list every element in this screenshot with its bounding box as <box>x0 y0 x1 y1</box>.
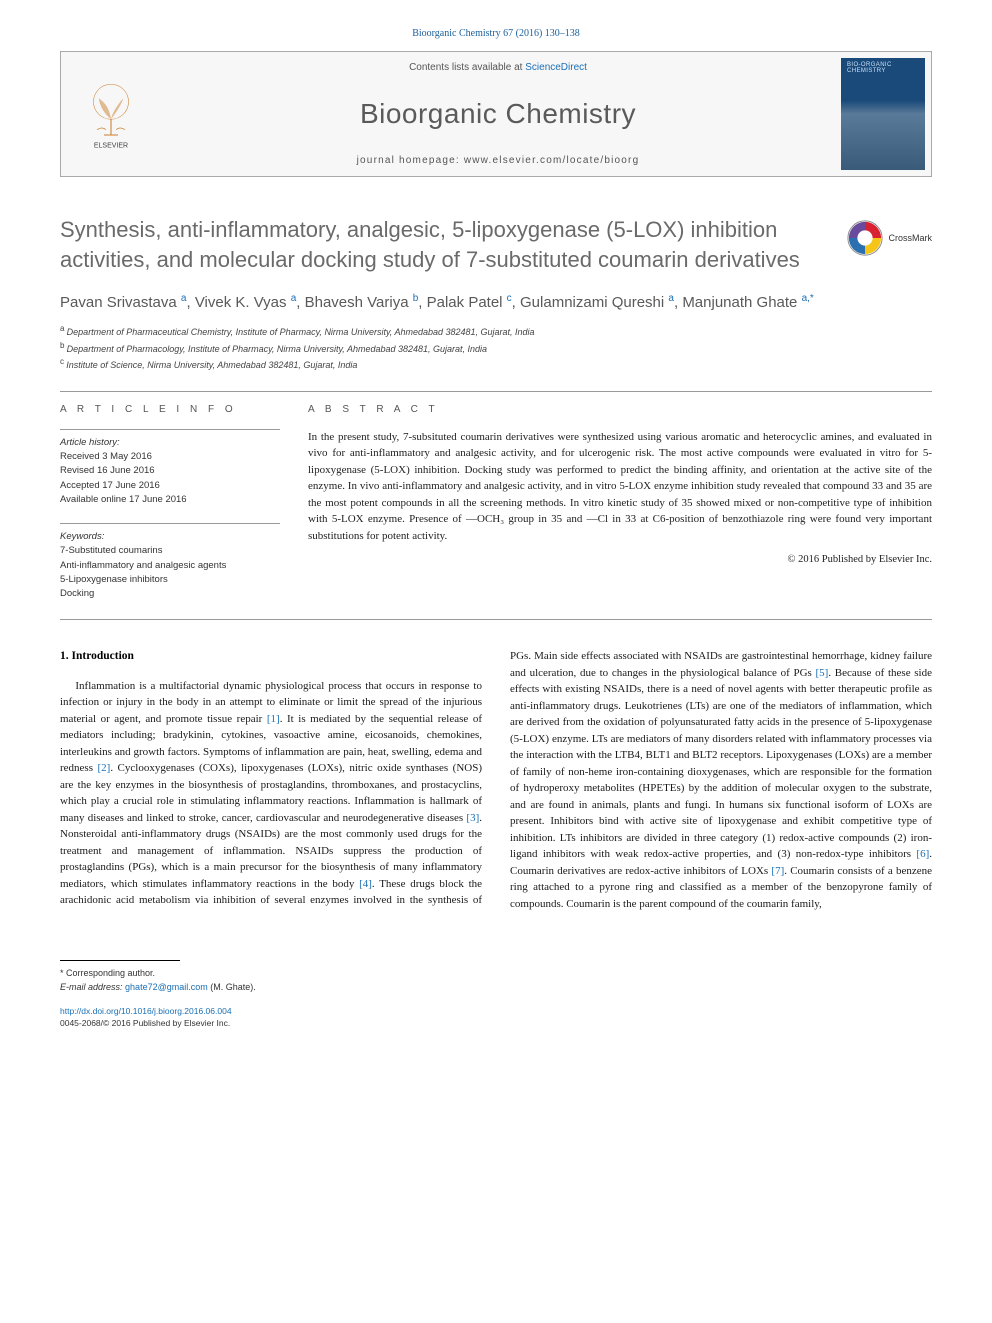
keyword: Anti-inflammatory and analgesic agents <box>60 559 280 573</box>
journal-homepage-line: journal homepage: www.elsevier.com/locat… <box>169 155 827 166</box>
keywords-block: Keywords: 7-Substituted coumarinsAnti-in… <box>60 523 280 601</box>
author: Bhavesh Variya b <box>305 294 419 311</box>
crossmark-icon <box>846 219 884 257</box>
crossmark-badge[interactable]: CrossMark <box>846 219 932 257</box>
corresponding-note: * Corresponding author. E-mail address: … <box>60 967 932 994</box>
corr-author-label: * Corresponding author. <box>60 967 932 981</box>
homepage-prefix: journal homepage: <box>357 155 464 166</box>
article-history: Article history: Received 3 May 2016Revi… <box>60 429 280 507</box>
cover-thumb-cell: BIO-ORGANIC CHEMISTRY <box>835 52 931 176</box>
contents-available-line: Contents lists available at ScienceDirec… <box>169 62 827 73</box>
author: Vivek K. Vyas a <box>195 294 296 311</box>
author: Palak Patel c <box>427 294 512 311</box>
doi-issn-footer: http://dx.doi.org/10.1016/j.bioorg.2016.… <box>60 1006 932 1030</box>
abstract-heading: A B S T R A C T <box>308 404 932 415</box>
citation-ref[interactable]: [7] <box>771 865 784 877</box>
doi-link[interactable]: http://dx.doi.org/10.1016/j.bioorg.2016.… <box>60 1006 232 1016</box>
intro-paragraph: Inflammation is a multifactorial dynamic… <box>60 648 932 912</box>
journal-banner: ELSEVIER Contents lists available at Sci… <box>60 51 932 177</box>
corr-email-who: (M. Ghate). <box>210 982 256 992</box>
author-affiliation-ref: c <box>507 293 512 304</box>
citation-ref[interactable]: [6] <box>916 848 929 860</box>
keyword: 5-Lipoxygenase inhibitors <box>60 573 280 587</box>
citation-ref[interactable]: [5] <box>816 667 829 679</box>
divider <box>60 391 932 392</box>
article-info-col: A R T I C L E I N F O Article history: R… <box>60 404 280 602</box>
contents-prefix: Contents lists available at <box>409 62 525 73</box>
author-affiliation-ref: a <box>291 293 297 304</box>
abstract-copyright: © 2016 Published by Elsevier Inc. <box>308 554 932 565</box>
crossmark-label: CrossMark <box>888 233 932 243</box>
affiliation-line: a Department of Pharmaceutical Chemistry… <box>60 323 932 340</box>
history-label: Article history: <box>60 436 280 450</box>
journal-name: Bioorganic Chemistry <box>169 98 827 130</box>
banner-center: Contents lists available at ScienceDirec… <box>161 52 835 176</box>
svg-text:ELSEVIER: ELSEVIER <box>94 142 128 149</box>
history-line: Received 3 May 2016 <box>60 450 280 464</box>
author-affiliation-ref: b <box>413 293 419 304</box>
title-row: Synthesis, anti-inflammatory, analgesic,… <box>60 215 932 274</box>
email-label: E-mail address: <box>60 982 123 992</box>
issn-copyright: 0045-2068/© 2016 Published by Elsevier I… <box>60 1018 230 1028</box>
info-abstract-row: A R T I C L E I N F O Article history: R… <box>60 404 932 602</box>
footnote-divider <box>60 960 180 961</box>
elsevier-logo-cell: ELSEVIER <box>61 52 161 176</box>
history-line: Available online 17 June 2016 <box>60 493 280 507</box>
keywords-label: Keywords: <box>60 530 280 544</box>
sciencedirect-link[interactable]: ScienceDirect <box>525 62 587 73</box>
section-heading-intro: 1. Introduction <box>60 648 482 665</box>
keyword: Docking <box>60 587 280 601</box>
cover-thumb-title: BIO-ORGANIC CHEMISTRY <box>847 62 925 74</box>
author-affiliation-ref: a <box>181 293 187 304</box>
abstract-col: A B S T R A C T In the present study, 7-… <box>308 404 932 602</box>
divider <box>60 619 932 620</box>
article-title: Synthesis, anti-inflammatory, analgesic,… <box>60 215 826 274</box>
affiliation-line: b Department of Pharmacology, Institute … <box>60 340 932 357</box>
author: Pavan Srivastava a <box>60 294 186 311</box>
citation-ref[interactable]: [1] <box>267 713 280 725</box>
corresponding-star: * <box>810 293 814 304</box>
abstract-text: In the present study, 7-subsituted couma… <box>308 429 932 545</box>
citation-header: Bioorganic Chemistry 67 (2016) 130–138 <box>60 28 932 39</box>
affiliation-line: c Institute of Science, Nirma University… <box>60 356 932 373</box>
history-line: Accepted 17 June 2016 <box>60 479 280 493</box>
citation-ref[interactable]: [3] <box>466 812 479 824</box>
affiliations: a Department of Pharmaceutical Chemistry… <box>60 323 932 373</box>
corr-email-link[interactable]: ghate72@gmail.com <box>125 982 208 992</box>
citation-ref[interactable]: [2] <box>97 762 110 774</box>
article-info-heading: A R T I C L E I N F O <box>60 404 280 415</box>
journal-cover-thumb: BIO-ORGANIC CHEMISTRY <box>841 58 925 170</box>
authors-line: Pavan Srivastava a, Vivek K. Vyas a, Bha… <box>60 292 932 313</box>
author-affiliation-ref: a <box>668 293 674 304</box>
keyword: 7-Substituted coumarins <box>60 544 280 558</box>
author-affiliation-ref: a, <box>802 293 810 304</box>
elsevier-logo-icon: ELSEVIER <box>81 79 141 149</box>
history-line: Revised 16 June 2016 <box>60 464 280 478</box>
homepage-url[interactable]: www.elsevier.com/locate/bioorg <box>464 155 640 166</box>
body-text: 1. Introduction Inflammation is a multif… <box>60 648 932 912</box>
author: Manjunath Ghate a,* <box>682 294 814 311</box>
author: Gulamnizami Qureshi a <box>520 294 674 311</box>
citation-ref[interactable]: [4] <box>359 878 372 890</box>
